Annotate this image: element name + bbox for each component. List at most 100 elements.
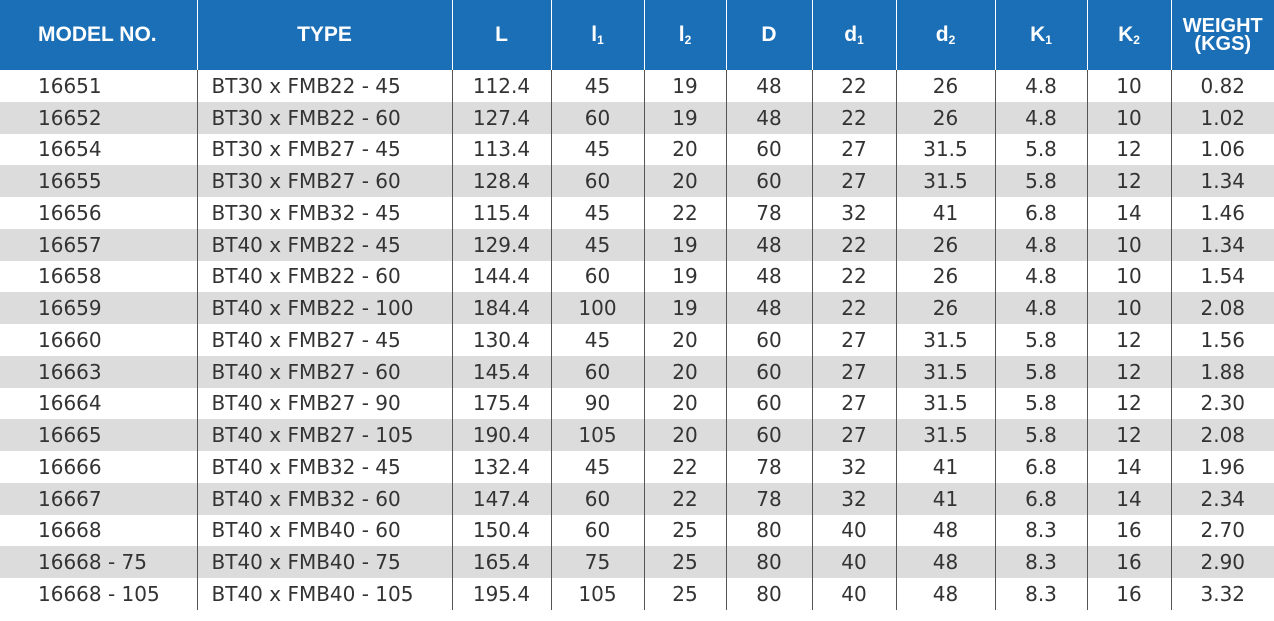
cell-D: 60 (726, 419, 813, 451)
cell-l2: 25 (644, 578, 727, 610)
cell-d1: 40 (812, 578, 897, 610)
cell-L: 132.4 (452, 451, 552, 483)
cell-D: 80 (726, 578, 813, 610)
cell-type: BT30 x FMB27 - 45 (197, 133, 453, 166)
cell-L: 144.4 (452, 260, 552, 293)
cell-l1: 100 (551, 292, 645, 324)
cell-weight: 1.96 (1171, 451, 1274, 483)
cell-d1: 27 (812, 419, 897, 451)
header-l2: l2 (644, 0, 727, 70)
cell-type: BT40 x FMB27 - 45 (197, 324, 453, 356)
cell-L: 150.4 (452, 514, 552, 547)
header-weight-line2: (KGS) (1194, 33, 1252, 55)
header-weight: WEIGHT (KGS) (1171, 0, 1274, 70)
table-row: 16657 BT40 x FMB22 - 45 129.4 45 19 48 22 26 4.8… (0, 228, 1274, 261)
table-row: 16654 BT30 x FMB27 - 45 113.4 45 20 60 27 31.5 5… (0, 133, 1274, 166)
cell-model-no: 16668 - 75 (0, 546, 198, 578)
cell-l1: 60 (551, 355, 645, 388)
cell-l2: 20 (644, 387, 727, 420)
cell-K1: 5.8 (995, 165, 1088, 197)
table-row: 16663 BT40 x FMB27 - 60 145.4 60 20 60 27 31.5 5… (0, 355, 1274, 388)
cell-weight: 2.08 (1171, 292, 1274, 324)
header-D: D (726, 0, 813, 70)
header-l2-subscript: 2 (684, 33, 692, 47)
cell-K1: 4.8 (995, 228, 1088, 261)
cell-d2: 31.5 (896, 165, 996, 197)
cell-d2: 31.5 (896, 324, 996, 356)
cell-D: 60 (726, 133, 813, 166)
cell-model-no: 16660 (0, 324, 198, 356)
cell-d2: 41 (896, 451, 996, 483)
cell-d2: 31.5 (896, 355, 996, 388)
cell-l1: 60 (551, 514, 645, 547)
cell-l2: 20 (644, 324, 727, 356)
cell-type: BT40 x FMB27 - 60 (197, 355, 453, 388)
cell-l2: 22 (644, 451, 727, 483)
header-l1: l1 (551, 0, 645, 70)
cell-L: 127.4 (452, 101, 552, 134)
cell-K1: 6.8 (995, 197, 1088, 229)
header-d2: d2 (896, 0, 996, 70)
cell-type: BT40 x FMB40 - 60 (197, 514, 453, 547)
table-header: MODEL NO. TYPE L l1 l2 D d1 d2 K1 K2 WEI… (0, 0, 1274, 70)
cell-l2: 20 (644, 165, 727, 197)
cell-L: 147.4 (452, 482, 552, 515)
cell-model-no: 16668 - 105 (0, 578, 198, 610)
cell-type: BT40 x FMB32 - 60 (197, 482, 453, 515)
table-row: 16664 BT40 x FMB27 - 90 175.4 90 20 60 27 31.5 5… (0, 387, 1274, 420)
cell-K1: 4.8 (995, 292, 1088, 324)
cell-l2: 25 (644, 546, 727, 578)
cell-L: 112.4 (452, 70, 552, 102)
cell-K2: 10 (1087, 260, 1172, 293)
cell-type: BT30 x FMB32 - 45 (197, 197, 453, 229)
cell-d1: 27 (812, 324, 897, 356)
cell-weight: 3.32 (1171, 578, 1274, 610)
header-l1-subscript: 1 (597, 33, 604, 47)
cell-d1: 27 (812, 355, 897, 388)
cell-weight: 1.02 (1171, 101, 1274, 134)
cell-L: 195.4 (452, 578, 552, 610)
cell-K2: 12 (1087, 324, 1172, 356)
cell-L: 165.4 (452, 546, 552, 578)
cell-D: 48 (726, 292, 813, 324)
cell-type: BT40 x FMB32 - 45 (197, 451, 453, 483)
cell-l2: 19 (644, 228, 727, 261)
cell-D: 60 (726, 355, 813, 388)
cell-d2: 26 (896, 228, 996, 261)
cell-D: 78 (726, 197, 813, 229)
cell-d1: 27 (812, 387, 897, 420)
cell-K2: 10 (1087, 101, 1172, 134)
cell-K2: 16 (1087, 514, 1172, 547)
cell-d1: 22 (812, 101, 897, 134)
cell-model-no: 16666 (0, 451, 198, 483)
header-weight-line1: WEIGHT (1182, 15, 1263, 37)
cell-weight: 2.90 (1171, 546, 1274, 578)
cell-L: 128.4 (452, 165, 552, 197)
cell-l1: 60 (551, 165, 645, 197)
cell-model-no: 16663 (0, 355, 198, 388)
cell-l2: 19 (644, 101, 727, 134)
cell-D: 48 (726, 228, 813, 261)
cell-K2: 10 (1087, 292, 1172, 324)
cell-K1: 5.8 (995, 133, 1088, 166)
cell-weight: 2.08 (1171, 419, 1274, 451)
cell-l2: 19 (644, 70, 727, 102)
cell-model-no: 16659 (0, 292, 198, 324)
cell-D: 60 (726, 324, 813, 356)
header-K1: K1 (995, 0, 1088, 70)
cell-d2: 26 (896, 70, 996, 102)
table-row: 16665 BT40 x FMB27 - 105 190.4 105 20 60 27 31.… (0, 419, 1274, 451)
cell-l1: 45 (551, 324, 645, 356)
cell-d2: 41 (896, 482, 996, 515)
cell-L: 113.4 (452, 133, 552, 166)
cell-L: 130.4 (452, 324, 552, 356)
cell-type: BT30 x FMB22 - 45 (197, 70, 453, 102)
cell-K2: 14 (1087, 482, 1172, 515)
cell-K1: 8.3 (995, 546, 1088, 578)
cell-K2: 12 (1087, 419, 1172, 451)
cell-K1: 6.8 (995, 451, 1088, 483)
cell-model-no: 16658 (0, 260, 198, 293)
cell-D: 48 (726, 101, 813, 134)
header-type: TYPE (197, 0, 453, 70)
cell-K2: 14 (1087, 451, 1172, 483)
